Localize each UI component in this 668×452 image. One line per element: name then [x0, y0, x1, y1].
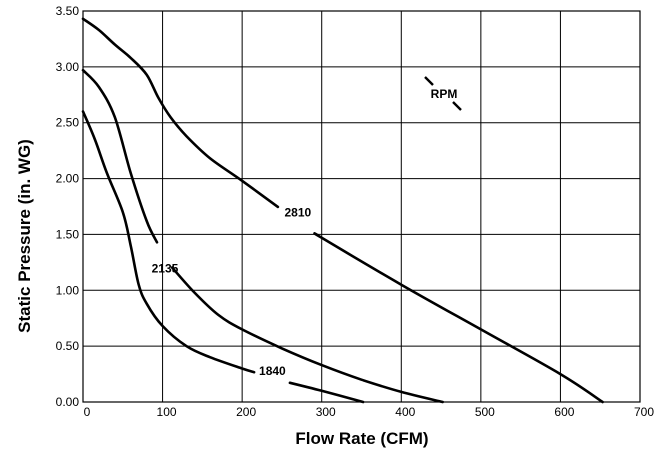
x-tick-label: 600 — [554, 405, 574, 419]
curve-label-2810: 2810 — [284, 206, 311, 220]
grid — [82, 10, 641, 403]
x-tick-label: 400 — [395, 405, 415, 419]
y-tick-label: 1.50 — [56, 227, 80, 241]
curve-1840 — [81, 110, 256, 374]
curve-2135 — [170, 266, 444, 404]
y-tick-label: 2.00 — [56, 172, 80, 186]
rpm-annotation: RPM — [424, 76, 462, 111]
y-tick-label: 1.00 — [56, 283, 80, 297]
rpm-leader-lower — [452, 101, 462, 111]
x-tick-label: 200 — [236, 405, 256, 419]
x-tick-label: 700 — [634, 405, 654, 419]
x-axis-title: Flow Rate (CFM) — [295, 429, 428, 448]
y-tick-label: 3.50 — [56, 4, 80, 18]
x-tick-label: 500 — [475, 405, 495, 419]
tick-labels: 0.00 0.50 1.00 1.50 2.00 2.50 3.00 3.50 0 100 200 3… — [56, 4, 655, 419]
x-tick-label: 100 — [157, 405, 177, 419]
rpm-label: RPM — [431, 87, 458, 101]
y-tick-label: 3.00 — [56, 60, 80, 74]
y-tick-label: 0.50 — [56, 339, 80, 353]
y-axis-title: Static Pressure (in. WG) — [15, 139, 34, 333]
curve-2810 — [313, 232, 604, 404]
curve-2135 — [81, 68, 159, 244]
y-tick-label: 2.50 — [56, 116, 80, 130]
series-curves — [81, 17, 604, 404]
plot-frame — [82, 10, 641, 403]
curve-2810 — [81, 17, 280, 209]
curve-label-1840: 1840 — [259, 364, 286, 378]
rpm-leader-upper — [424, 76, 434, 86]
y-tick-label: 0.00 — [56, 395, 80, 409]
curve-1840 — [288, 381, 365, 404]
curve-labels: 2810 2135 1840 — [152, 206, 312, 379]
curve-label-2135: 2135 — [152, 261, 179, 275]
x-tick-label: 0 — [84, 405, 91, 419]
x-tick-label: 300 — [316, 405, 336, 419]
